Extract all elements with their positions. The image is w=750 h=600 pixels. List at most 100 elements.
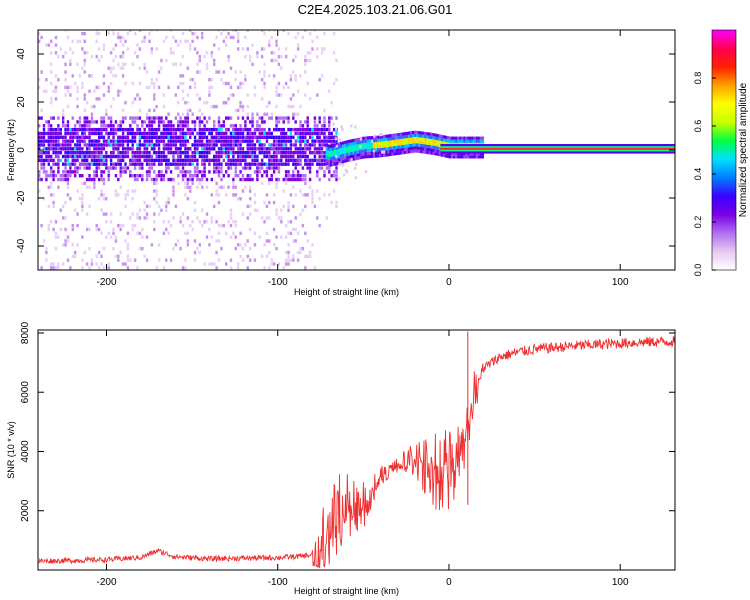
heatmap-cell <box>59 177 62 182</box>
heatmap-cell <box>260 127 264 132</box>
heatmap-cell <box>83 154 86 159</box>
heatmap-cell <box>95 30 98 32</box>
heatmap-cell <box>126 243 130 247</box>
heatmap-cell <box>313 147 317 151</box>
heatmap-cell <box>66 174 70 178</box>
heatmap-cell <box>141 131 144 136</box>
heatmap-cell <box>61 262 65 266</box>
heatmap-cell <box>52 204 55 209</box>
heatmap-cell <box>165 170 168 174</box>
heatmap-cell <box>90 74 94 78</box>
heatmap-cell <box>368 139 372 143</box>
heatmap-cell <box>444 154 448 158</box>
heatmap-cell <box>260 116 264 120</box>
heatmap-cell <box>38 139 41 143</box>
heatmap-cell <box>260 166 264 170</box>
heatmap-cell <box>210 177 214 182</box>
heatmap-cell <box>217 231 221 235</box>
heatmap-cell <box>346 155 349 159</box>
heatmap-cell <box>210 139 214 143</box>
heatmap-cell <box>131 62 134 67</box>
heatmap-cell <box>444 135 448 139</box>
heatmap-cell <box>52 150 55 155</box>
heatmap-cell <box>136 154 139 159</box>
heatmap-cell <box>69 166 72 170</box>
heatmap-cell <box>208 147 211 151</box>
heatmap-cell <box>335 116 338 120</box>
heatmap-cell <box>282 150 285 155</box>
heatmap-cell <box>66 258 70 262</box>
bottom-y-tick-label: 6000 <box>20 381 31 404</box>
heatmap-cell <box>244 162 247 166</box>
heatmap-cell <box>229 139 233 143</box>
heatmap-cell <box>179 162 182 166</box>
heatmap-cell <box>54 97 58 101</box>
heatmap-cell <box>213 104 216 109</box>
heatmap-cell <box>323 47 326 51</box>
heatmap-cell <box>45 154 48 159</box>
heatmap-cell <box>359 137 363 141</box>
heatmap-cell <box>368 148 372 152</box>
heatmap-cell <box>117 258 120 262</box>
heatmap-cell <box>203 135 206 139</box>
heatmap-cell <box>88 174 91 178</box>
heatmap-cell <box>124 81 127 86</box>
heatmap-cell <box>143 143 146 147</box>
heatmap-cell <box>93 147 96 151</box>
heatmap-cell <box>325 127 329 132</box>
heatmap-cell <box>52 266 55 270</box>
heatmap-cell <box>93 162 96 166</box>
heatmap-cell <box>442 141 446 145</box>
heatmap-cell <box>275 166 278 170</box>
heatmap-cell <box>248 185 252 189</box>
heatmap-cell <box>239 101 242 105</box>
heatmap-cell <box>196 116 199 120</box>
heatmap-cell <box>81 193 84 197</box>
heatmap-cell <box>318 166 321 170</box>
heatmap-cell <box>301 193 305 197</box>
heatmap-cell <box>150 139 154 143</box>
heatmap-cell <box>239 231 242 235</box>
heatmap-cell <box>436 152 439 156</box>
heatmap-cell <box>38 85 41 90</box>
heatmap-cell <box>313 30 317 32</box>
heatmap-cell <box>100 54 103 59</box>
heatmap-cell <box>340 154 343 158</box>
heatmap-cell <box>102 93 106 97</box>
heatmap-cell <box>399 145 402 149</box>
heatmap-cell <box>260 78 264 82</box>
colorbar-tick-label: 0.4 <box>693 168 703 181</box>
heatmap-cell <box>165 166 168 170</box>
heatmap-cell <box>296 47 300 51</box>
heatmap-cell <box>145 258 149 262</box>
heatmap-cell <box>105 154 108 159</box>
heatmap-cell <box>208 158 211 163</box>
heatmap-cell <box>234 108 237 113</box>
heatmap-cell <box>428 135 431 139</box>
heatmap-cell <box>304 54 307 59</box>
heatmap-cell <box>189 85 192 90</box>
heatmap-cell <box>95 139 98 143</box>
heatmap-cell <box>313 139 317 143</box>
heatmap-cell <box>119 54 122 59</box>
heatmap-cell <box>287 120 290 124</box>
heatmap-cell <box>265 193 269 197</box>
heatmap-cell <box>277 135 281 139</box>
heatmap-cell <box>95 162 98 166</box>
heatmap-cell <box>160 154 163 159</box>
heatmap-cell <box>126 150 130 155</box>
heatmap-cell <box>280 127 283 132</box>
heatmap-cell <box>391 140 394 144</box>
heatmap-cell <box>338 142 341 146</box>
heatmap-cell <box>407 131 411 135</box>
heatmap-cell <box>277 150 281 155</box>
heatmap-cell <box>465 155 468 159</box>
heatmap-cell <box>294 131 297 136</box>
heatmap-cell <box>479 139 482 143</box>
heatmap-cell <box>59 174 62 178</box>
heatmap-cell <box>210 143 214 147</box>
heatmap-cell <box>348 139 351 143</box>
heatmap-cell <box>304 181 307 186</box>
heatmap-cell <box>304 266 307 270</box>
heatmap-cell <box>203 158 206 163</box>
